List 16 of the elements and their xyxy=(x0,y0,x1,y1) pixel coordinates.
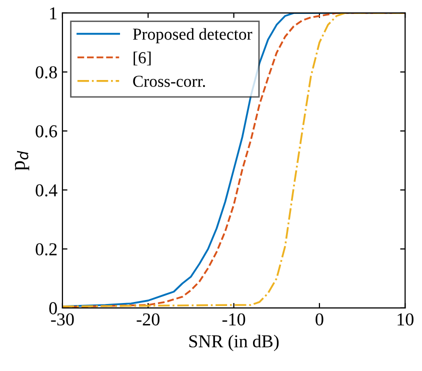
x-tick-label: -30 xyxy=(51,313,74,326)
y-tick-label: 0.8 xyxy=(36,66,57,78)
legend-label: Cross-corr. xyxy=(133,76,205,87)
y-tick-label: 0 xyxy=(49,302,57,314)
x-tick-label: 10 xyxy=(398,313,414,326)
x-axis-title: SNR (in dB) xyxy=(189,334,279,352)
x-tick-label: 0 xyxy=(316,313,324,326)
y-tick-label: 0.4 xyxy=(36,184,58,196)
x-tick-label: -20 xyxy=(136,313,160,326)
x-tick-label: -10 xyxy=(222,313,246,326)
legend-label: [6] xyxy=(134,52,151,66)
y-axis-title: p$_{d}$ xyxy=(14,150,30,170)
legend-label: Proposed detector xyxy=(132,28,252,44)
y-tick-label: 1 xyxy=(50,7,57,20)
y-tick-label: 0.6 xyxy=(36,125,58,138)
y-tick-label: 0.2 xyxy=(36,243,57,256)
